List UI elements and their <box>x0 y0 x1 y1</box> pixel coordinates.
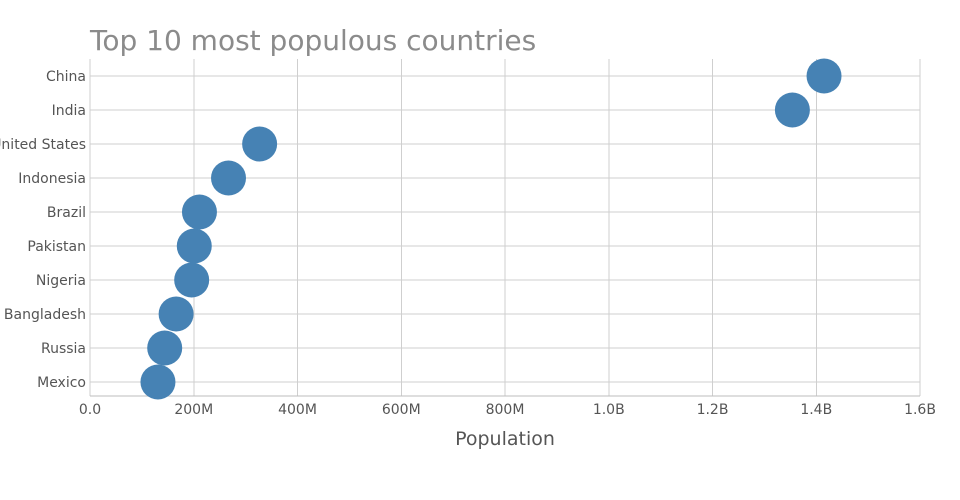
x-tick-label: 1.6B <box>904 402 936 418</box>
data-point <box>140 364 176 400</box>
chart-title: Top 10 most populous countries <box>89 24 536 57</box>
data-point <box>774 92 810 128</box>
x-tick-label: 1.4B <box>800 402 832 418</box>
y-tick-label: China <box>46 69 86 85</box>
marker-layer <box>140 58 842 400</box>
y-tick-label: India <box>52 103 86 119</box>
data-point <box>176 228 212 264</box>
y-tick-label: Mexico <box>37 375 86 391</box>
data-point <box>242 126 278 162</box>
y-tick-label: Bangladesh <box>4 307 86 323</box>
y-tick-label: Nigeria <box>36 273 86 289</box>
y-tick-label: United States <box>0 137 86 153</box>
data-point <box>806 58 842 94</box>
x-tick-label: 1.2B <box>697 402 729 418</box>
data-point <box>211 160 247 196</box>
data-point <box>158 296 194 332</box>
y-tick-label: Russia <box>41 341 86 357</box>
y-tick-label: Pakistan <box>27 239 86 255</box>
data-point <box>147 330 183 366</box>
x-tick-label: 400M <box>278 402 317 418</box>
x-tick-label: 200M <box>174 402 213 418</box>
x-tick-label: 1.0B <box>593 402 625 418</box>
grid-layer <box>89 59 921 396</box>
data-point <box>181 194 217 230</box>
y-tick-label: Brazil <box>47 205 86 221</box>
axis-layer: 0.0 200M 400M 600M 800M 1.0B 1.2B 1.4B 1.6B China… <box>0 69 936 418</box>
x-axis-title: Population <box>455 428 555 450</box>
y-tick-label: Indonesia <box>18 171 86 187</box>
x-tick-label: 800M <box>486 402 525 418</box>
x-tick-label: 0.0 <box>79 402 101 418</box>
x-tick-label: 600M <box>382 402 421 418</box>
data-point <box>174 262 210 298</box>
